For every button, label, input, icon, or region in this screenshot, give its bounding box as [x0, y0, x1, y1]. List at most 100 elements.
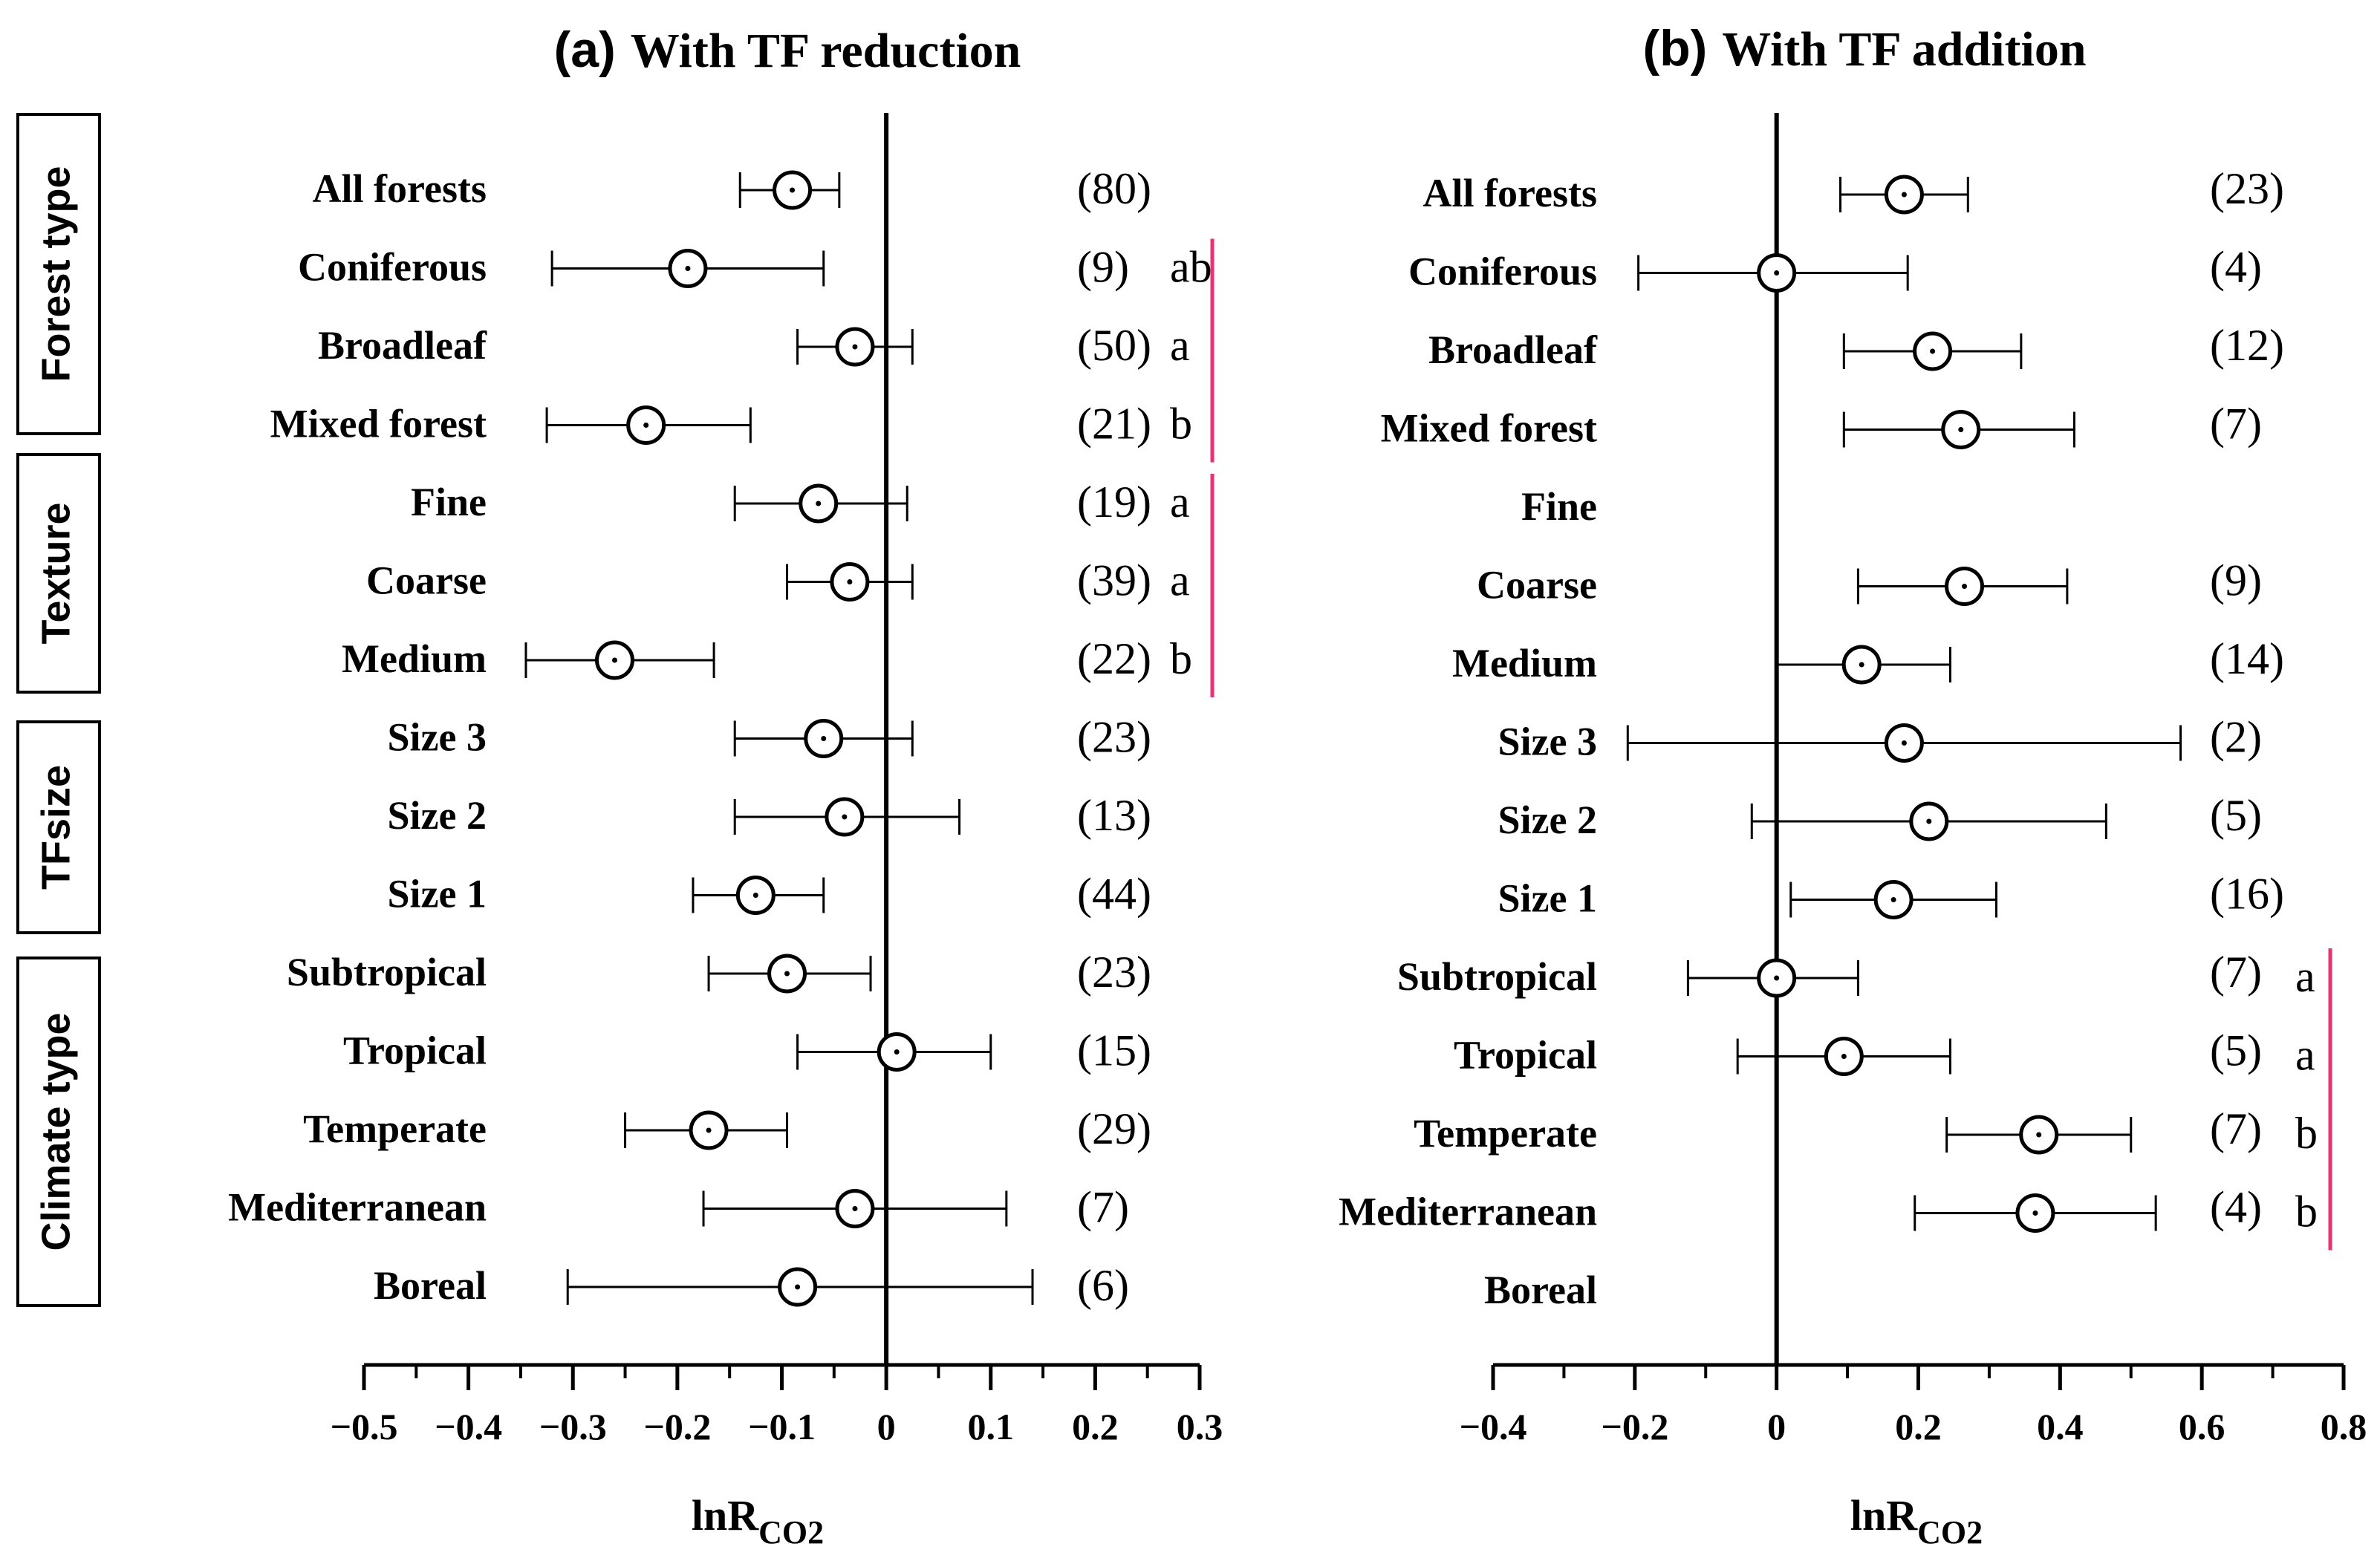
panel-b-n-label-tropical: (5): [2210, 1026, 2262, 1075]
panel-a-x-axis-label-main: lnR: [692, 1491, 759, 1539]
panel-b-row-label-size-2: Size 2: [1498, 798, 1597, 842]
panel-b-row-label-coarse: Coarse: [1477, 563, 1597, 607]
panel-a-mean-dot-coniferous: [685, 266, 691, 271]
panel-a-row-label-broadleaf: Broadleaf: [318, 323, 487, 368]
panel-b-n-label-temperate: (7): [2210, 1104, 2262, 1153]
panel-a-plot: −0.5 −0.4 −0.3 −0.2 −0.1 0 0.1 0.2 0.3 lnRCO2 All …: [228, 113, 1223, 1551]
panel-b-plot: −0.4 −0.2 0 0.2 0.4 0.6 0.8 lnRCO2 All forests (2…: [1339, 113, 2367, 1551]
group-label-climate-type: Climate type: [33, 1012, 78, 1251]
panel-a-n-label-subtropical: (23): [1077, 948, 1151, 997]
panel-a-mean-dot-coarse: [847, 579, 853, 584]
panel-a-row-label-mediterranean: Mediterranean: [228, 1185, 487, 1230]
group-box-forest-type: Forest type: [16, 113, 101, 435]
panel-b-n-label-all-forests: (23): [2210, 164, 2284, 213]
panel-b-row-label-size-3: Size 3: [1498, 720, 1597, 764]
panel-b-tick-label: −0.2: [1601, 1406, 1668, 1447]
panel-b-sig-letter-subtropical: a: [2295, 952, 2315, 1001]
panel-a-n-label-temperate: (29): [1077, 1104, 1151, 1153]
panel-b-tick-label: 0.2: [1895, 1406, 1942, 1447]
panel-b-row-label-broadleaf: Broadleaf: [1428, 327, 1598, 372]
panel-a-n-label-broadleaf: (50): [1077, 321, 1151, 370]
panel-b-row-label-boreal: Boreal: [1484, 1268, 1597, 1312]
panel-b-n-label-size-1: (16): [2210, 870, 2284, 919]
panel-a-sig-letter-mixed-forest: b: [1170, 400, 1192, 449]
panel-a-row-label-size-1: Size 1: [388, 872, 487, 916]
group-box-texture: Texture: [16, 453, 101, 694]
group-box-climate-type: Climate type: [16, 957, 101, 1307]
panel-a-mean-dot-temperate: [706, 1127, 712, 1133]
panel-b-sig-letter-mediterranean: b: [2295, 1187, 2318, 1236]
panel-a-mean-dot-size-3: [821, 736, 827, 741]
panel-b-n-label-subtropical: (7): [2210, 948, 2262, 997]
panel-a-n-label-medium: (22): [1077, 634, 1151, 683]
panel-a-tick-label: −0.5: [331, 1406, 398, 1447]
panel-a-mean-dot-all-forests: [790, 187, 796, 193]
panel-a-sig-letter-coarse: a: [1170, 556, 1190, 605]
panel-a-x-axis-label: lnRCO2: [692, 1491, 824, 1551]
panel-b-tick-label: 0.4: [2037, 1406, 2084, 1447]
panel-b-mean-dot-medium: [1859, 662, 1864, 668]
panel-a-tick-label: −0.3: [539, 1406, 607, 1447]
panel-a-n-label-coarse: (39): [1077, 556, 1151, 605]
panel-b-row-label-size-1: Size 1: [1498, 876, 1597, 921]
panel-b-mean-dot-broadleaf: [1930, 348, 1936, 354]
panel-a-n-label-size-2: (13): [1077, 791, 1151, 840]
panel-a-row-label-temperate: Temperate: [303, 1107, 487, 1151]
panel-b-tick-label: −0.4: [1460, 1406, 1527, 1447]
panel-a-mean-dot-broadleaf: [852, 344, 858, 350]
panel-a-row-label-fine: Fine: [411, 480, 487, 524]
panel-a-row-label-subtropical: Subtropical: [287, 950, 487, 994]
panel-a-mean-dot-size-2: [842, 814, 848, 820]
panel-b-tick-label: 0.6: [2179, 1406, 2225, 1447]
panel-a-sig-letter-coniferous: ab: [1170, 243, 1212, 292]
panel-a-row-label-tropical: Tropical: [343, 1029, 487, 1073]
panel-a-n-label-mixed-forest: (21): [1077, 400, 1151, 449]
panel-a-x-axis-label-sub: CO2: [758, 1514, 824, 1551]
panel-a-tick-label: −0.2: [643, 1406, 711, 1447]
panel-a-mean-dot-medium: [612, 657, 617, 663]
panel-b-mean-dot-coniferous: [1774, 270, 1780, 276]
group-label-texture: Texture: [33, 502, 78, 644]
group-label-forest-type: Forest type: [33, 166, 78, 382]
panel-a-sig-letter-fine: a: [1170, 478, 1190, 527]
panel-b-n-label-coarse: (9): [2210, 556, 2262, 605]
panel-b-mean-dot-all-forests: [1901, 192, 1907, 198]
panel-b-mean-dot-tropical: [1841, 1054, 1847, 1059]
panel-a-n-label-fine: (19): [1077, 478, 1151, 527]
panel-b-row-label-all-forests: All forests: [1423, 171, 1597, 215]
panel-b-tick-label: 0: [1767, 1406, 1786, 1447]
panel-b-row-label-coniferous: Coniferous: [1408, 250, 1597, 294]
panel-a-tick-label: −0.1: [748, 1406, 816, 1447]
panel-b-n-label-mixed-forest: (7): [2210, 400, 2262, 449]
panel-a-tick-label: −0.4: [435, 1406, 502, 1447]
panel-a-mean-dot-size-1: [752, 893, 758, 898]
panel-b-mean-dot-mediterranean: [2032, 1210, 2038, 1216]
panel-a-mean-dot-tropical: [894, 1049, 900, 1055]
panel-b-row-label-mediterranean: Mediterranean: [1339, 1190, 1597, 1234]
panel-a-row-label-boreal: Boreal: [374, 1263, 487, 1308]
panel-a-row-label-medium: Medium: [342, 636, 487, 681]
panel-b-row-label-temperate: Temperate: [1414, 1111, 1597, 1156]
panel-a-tick-label: 0: [877, 1406, 896, 1447]
panel-b-tick-label: 0.8: [2321, 1406, 2367, 1447]
panel-a-n-label-all-forests: (80): [1077, 164, 1151, 213]
panel-b-mean-dot-coarse: [1962, 584, 1968, 589]
panel-a-mean-dot-mixed-forest: [643, 423, 649, 428]
panel-a-tick-label: 0.2: [1072, 1406, 1119, 1447]
panel-b-row-label-fine: Fine: [1521, 484, 1597, 529]
panel-a-row-label-coniferous: Coniferous: [298, 245, 487, 290]
panel-a-title: (a) With TF reduction: [554, 22, 1021, 78]
panel-b-row-label-tropical: Tropical: [1454, 1033, 1597, 1078]
panel-b-mean-dot-size-1: [1890, 897, 1896, 902]
panel-b-row-label-mixed-forest: Mixed forest: [1381, 406, 1597, 451]
panel-a-n-label-mediterranean: (7): [1077, 1183, 1129, 1232]
panel-b-x-axis-label-sub: CO2: [1917, 1514, 1983, 1551]
panel-a-row-label-coarse: Coarse: [366, 558, 487, 603]
panel-a-mean-dot-subtropical: [784, 971, 790, 977]
panel-a-row-label-size-2: Size 2: [388, 793, 487, 838]
panel-a-n-label-size-1: (44): [1077, 870, 1151, 919]
panel-b-row-label-medium: Medium: [1452, 641, 1597, 685]
panel-a-row-label-mixed-forest: Mixed forest: [270, 402, 487, 446]
panel-a-tick-label: 0.3: [1177, 1406, 1223, 1447]
